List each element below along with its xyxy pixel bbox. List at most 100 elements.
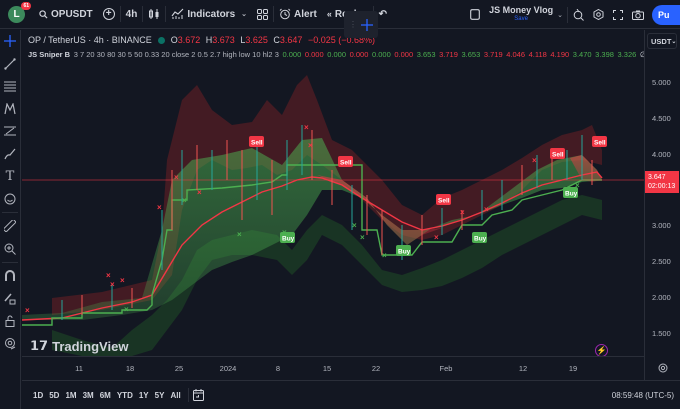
range-1y[interactable]: 1Y [138,390,149,400]
chevron-down-icon[interactable]: ⌄ [557,11,563,19]
interval-button[interactable]: 4h [125,8,138,20]
ruler-icon [4,220,16,233]
brush-tool[interactable] [0,143,21,166]
crosshair-icon[interactable] [361,18,373,31]
time-tick: 2024 [219,364,237,373]
price-tick: 1.500 [652,329,671,338]
settings-button[interactable] [588,0,608,29]
svg-text:Sell: Sell [438,198,450,205]
drag-handle-icon[interactable]: ⋮ [349,20,357,29]
text-icon: T [5,168,15,184]
quick-search-icon [573,8,584,21]
compare-symbol-button[interactable]: + [98,0,120,29]
pattern-tool[interactable] [0,98,21,121]
svg-text:×: × [110,280,115,289]
divider [187,388,189,402]
emoji-tool[interactable] [0,188,21,211]
prediction-tool[interactable] [0,120,21,143]
crosshair-tool[interactable] [0,30,21,53]
chart-pane[interactable]: ×××× ××× ××× ××× ××× ××× ××× Sell Sell S… [22,30,644,356]
divider [273,6,275,22]
ohlc-values: O3.672 H3.673 L3.625 C3.647 −0.025 (−0.6… [170,35,375,45]
trendline-tool[interactable] [0,53,21,76]
chevron-down-icon: ⌄ [671,38,677,45]
visibility-tool[interactable] [0,333,21,356]
alert-button[interactable]: Alert [274,0,322,29]
symbol-legend: OP / TetherUS · 4h · BINANCE O3.672 H3.6… [28,35,378,45]
layouts-button[interactable] [252,0,273,29]
tradingview-watermark[interactable]: 𝟭𝟳 TradingView [30,338,129,354]
svg-text:Buy: Buy [398,249,411,256]
fullscreen-button[interactable] [608,0,628,29]
time-tick: 8 [275,364,281,373]
price-axis[interactable]: USDT ⌄ 5.000 4.500 4.000 3.000 2.500 2.0… [644,30,680,356]
gear-icon [658,363,667,373]
axis-settings-button[interactable] [644,356,680,380]
undo-icon: ↶ [378,8,388,20]
zoom-tool[interactable] [0,238,21,261]
lock-tool[interactable] [0,310,21,333]
lock-drawings-tool[interactable] [0,288,21,311]
range-all[interactable]: All [170,390,181,400]
lightning-icon[interactable]: ⚡ [595,344,608,356]
undo-button[interactable]: ↶ [374,0,392,29]
divider [119,6,121,22]
snapshot-button[interactable] [628,0,648,29]
range-5y[interactable]: 5Y [154,390,165,400]
bullish-fill [22,138,602,320]
range-3m[interactable]: 3M [82,390,94,400]
svg-text:×: × [106,271,111,280]
alarm-clock-icon [279,8,291,20]
grid-icon [257,8,269,20]
layout-name-button[interactable]: JS Money Vlog Save [489,4,554,22]
fib-tool[interactable] [0,75,21,98]
magnet-tool[interactable] [0,265,21,288]
floating-drawing-toolbar[interactable]: ⋮ [344,11,378,38]
symbol-title[interactable]: OP / TetherUS · 4h · BINANCE [28,35,152,45]
svg-text:×: × [25,306,30,315]
time-axis[interactable]: 11 18 25 2024 8 15 22 Feb 12 19 [22,356,644,380]
plus-circle-icon: + [102,8,115,20]
divider [165,6,167,22]
indicators-button[interactable]: Indicators ⌄ [166,0,252,29]
price-tick: 2.500 [652,257,671,266]
measure-tool[interactable] [0,215,21,238]
layout-toggle-button[interactable] [465,0,485,29]
timezone-clock[interactable]: 08:59:48 (UTC-5) [611,390,674,400]
price-change: −0.025 (−0.68%) [307,35,375,45]
indicator-legend[interactable]: JS Sniper B 3 7 20 30 80 30 5 50 0.33 20… [28,50,644,59]
svg-text:×: × [575,181,580,190]
quick-search-button[interactable] [568,0,588,29]
fullscreen-icon [613,9,623,20]
svg-text:×: × [360,233,365,242]
crosshair-icon [4,35,16,48]
svg-text:×: × [157,203,162,212]
horizontal-lines-icon [4,81,16,92]
currency-selector[interactable]: USDT ⌄ [647,33,677,49]
user-menu[interactable]: L 61 [0,0,31,29]
square-icon [470,9,480,20]
chart-type-button[interactable] [143,0,165,29]
price-plot[interactable]: ×××× ××× ××× ××× ××× ××× ××× Sell Sell S… [22,30,644,356]
range-1m[interactable]: 1M [65,390,77,400]
text-tool[interactable]: T [0,165,21,188]
svg-text:×: × [182,196,187,205]
svg-text:Sell: Sell [340,160,352,167]
price-tick: 5.000 [652,78,671,87]
publish-button[interactable]: Pu [652,4,680,25]
range-5d[interactable]: 5D [49,390,60,400]
pencil-lock-icon [4,293,16,305]
time-tick: 22 [371,364,381,373]
svg-text:×: × [532,156,537,165]
go-to-date-icon[interactable] [192,389,204,401]
gear-icon [593,9,603,20]
range-1d[interactable]: 1D [33,390,44,400]
range-ytd[interactable]: YTD [116,390,133,400]
symbol-search-button[interactable]: OPUSDT [30,0,98,29]
avatar[interactable]: L 61 [8,1,31,23]
bearish-fill-2 [570,155,602,182]
save-status[interactable]: Save [514,15,528,22]
price-tick: 3.000 [652,221,671,230]
range-6m[interactable]: 6M [99,390,111,400]
magnet-icon [5,270,15,282]
